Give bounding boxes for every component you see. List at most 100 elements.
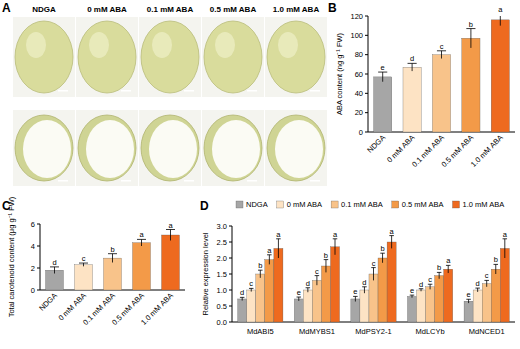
y-tick-label: 3.0 [217,222,227,231]
significance-letter: d [306,279,310,288]
error-stem [251,288,252,291]
bar [238,299,247,322]
photo-background [13,110,75,186]
bar [387,242,396,322]
y-tick-label: 0.5 [217,302,227,311]
y-tick [229,322,232,323]
significance-letter: a [168,221,173,230]
chart-C: CTotal carotenoid content (μg g⁻¹ FW)024… [2,196,185,327]
legend-label: 0.1 mM ABA [341,200,383,209]
y-tick [365,16,368,17]
y-tick-label: 20 [355,108,363,117]
y-tick-label: 0 [31,286,35,295]
bar [444,269,453,322]
significance-letter: c [372,259,376,268]
fruit-cut-flesh [86,120,134,178]
error-bar [503,239,508,258]
significance-letter: c [82,254,86,263]
error-bar [371,268,376,281]
x-tick-label: 1.0 mM ABA [469,133,505,169]
significance-letter: c [428,275,432,284]
bar [360,290,369,322]
bar [265,260,274,322]
error-stem [325,260,326,273]
error-stem [448,265,449,273]
error-bar [380,253,385,263]
bar [294,299,303,322]
error-bar [267,255,272,265]
error-stem [278,239,279,258]
error-stem [307,288,308,292]
y-tick-label: 1.0 [217,286,227,295]
bar [491,269,500,322]
treatment-label: 0 mM ABA [87,5,127,14]
fruit-cut-skin [141,115,199,181]
significance-letter: b [324,251,328,260]
significance-letter: d [410,54,414,63]
bar [330,247,339,322]
error-stem [412,63,413,71]
error-stem [373,268,374,281]
scale-bar [247,180,257,182]
y-tick-label: 1.5 [217,270,227,279]
plot-marks [238,236,510,322]
y-tick [229,306,232,307]
photo-background [76,110,138,186]
x-tick-label: NDGA [365,133,387,155]
error-bar [324,260,329,273]
significance-letter: b [380,244,384,253]
error-bar [297,297,302,301]
legend-label: NDGA [246,200,268,209]
error-stem [430,284,431,289]
bar [482,284,491,322]
bar [369,274,378,322]
fruit-highlight [89,32,109,58]
significance-letter: c [485,271,489,280]
error-bar [240,297,245,300]
significance-letter: a [446,256,451,265]
significance-letter: b [494,255,498,264]
significance-letter: c [315,267,319,276]
error-stem [504,239,505,258]
error-bar [333,239,338,255]
x-tick-label: MdABI5 [247,327,274,336]
error-bar [437,272,442,278]
y-tick [229,274,232,275]
y-tick [37,224,40,225]
fruit-cut-skin [204,115,262,181]
bar [351,299,360,322]
bar [407,296,416,322]
error-bar [437,51,446,59]
significance-letter: a [139,230,144,239]
y-tick-label: 80 [355,50,363,59]
x-tick-label: NDGA [37,291,59,313]
legend-label: 0.5 mM ABA [402,200,444,209]
legend-swatch [236,201,243,208]
error-bar [446,265,451,273]
significance-letter: b [469,20,473,29]
photo-background [202,17,264,97]
y-axis-label: Total carotenoid content (μg g⁻¹ FW) [7,196,16,317]
y-tick [365,74,368,75]
error-stem [439,272,440,278]
scale-bar [310,90,320,92]
chart-D: DRelative expression level0.00.51.01.52.… [200,199,515,336]
legend-swatch [452,201,459,208]
legend-swatch [331,201,338,208]
fruit-cut-skin [267,115,325,181]
error-bar [410,295,415,298]
error-stem [269,255,270,265]
error-stem [54,267,55,274]
significance-letter: d [362,278,366,287]
significance-letter: b [110,245,114,254]
bar [417,290,426,322]
fruit-cut-flesh [23,120,71,178]
bar [162,235,180,290]
scale-bar [121,90,131,92]
error-stem [242,297,243,300]
y-tick-label: 60 [355,70,363,79]
error-bar [466,299,471,303]
y-tick-label: 2.0 [217,254,227,263]
error-stem [495,264,496,274]
x-tick-label: MdMYBS1 [299,327,335,336]
